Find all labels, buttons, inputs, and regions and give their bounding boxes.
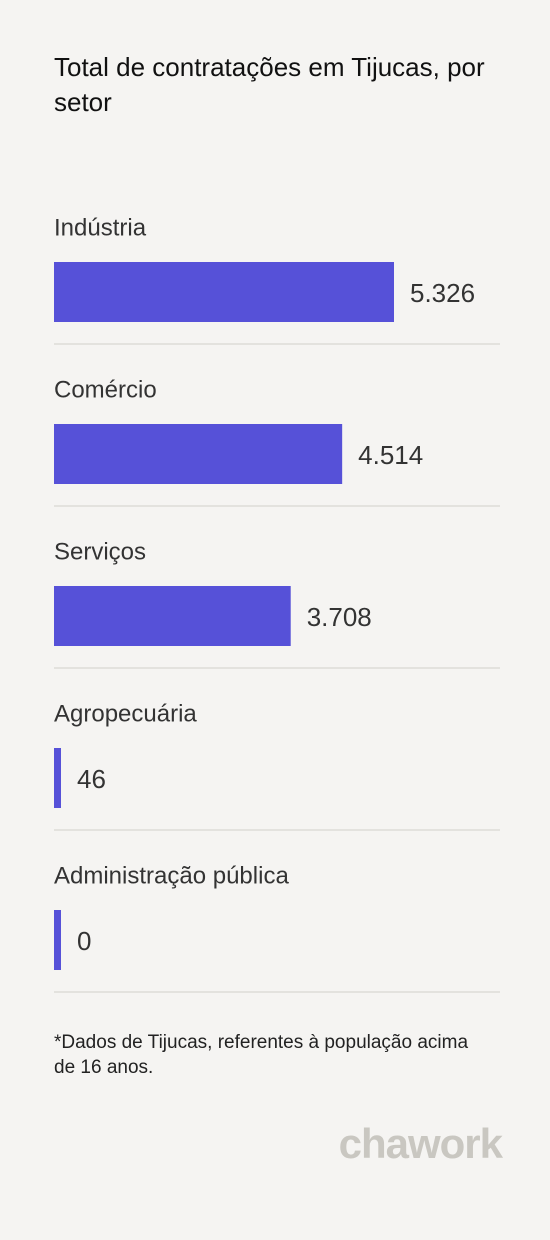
category-label: Administração pública [54, 862, 289, 889]
bar [54, 748, 57, 808]
brand-logo: chawork [338, 1120, 503, 1167]
chart: Indústria 5.326 Comércio 4.514 Serviços 3.708… [54, 214, 500, 993]
bar [54, 262, 394, 322]
footnote: *Dados de Tijucas, referentes à populaçã… [54, 1032, 469, 1078]
category-label: Serviços [54, 538, 146, 565]
bar [54, 424, 343, 484]
value-label: 3.708 [307, 602, 372, 632]
value-label: 4.514 [358, 440, 423, 470]
category-label: Comércio [54, 376, 157, 403]
value-label: 5.326 [410, 278, 475, 308]
category-label: Agropecuária [54, 700, 197, 727]
value-label: 46 [77, 764, 106, 794]
category-label: Indústria [54, 214, 147, 241]
value-label: 0 [77, 926, 91, 956]
chart-title: Total de contratações em Tijucas, por se… [54, 52, 485, 117]
bar-base [54, 748, 61, 808]
bar-base [54, 910, 61, 970]
bar [54, 586, 291, 646]
